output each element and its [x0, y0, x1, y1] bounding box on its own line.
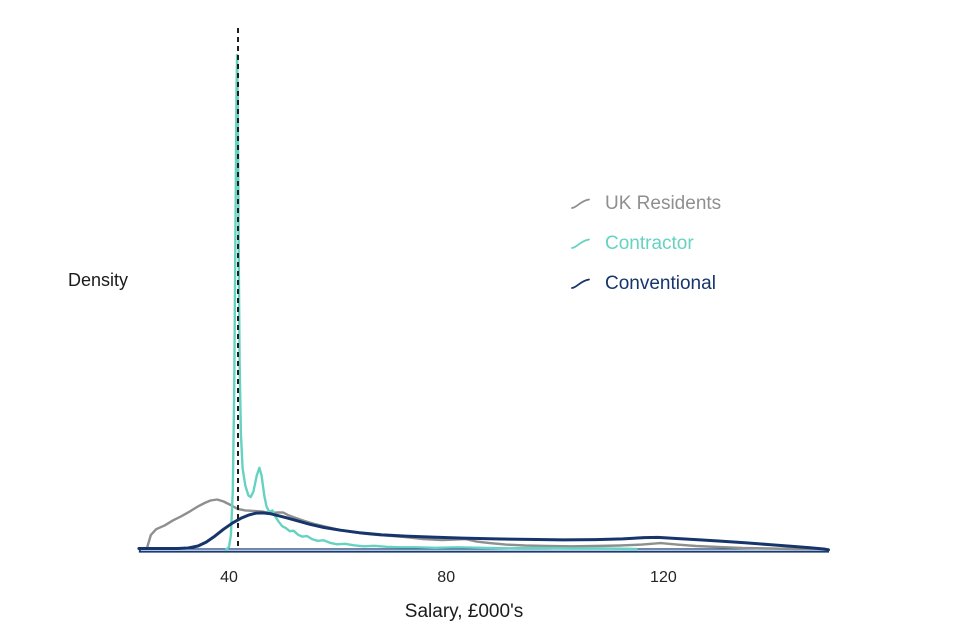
legend-item-contractor: Contractor — [570, 224, 721, 264]
legend: UK Residents Contractor Conventional — [570, 184, 721, 304]
series-conventional-curve — [137, 511, 830, 552]
legend-curve-marker-icon — [571, 278, 590, 289]
legend-item-conventional: Conventional — [570, 264, 721, 304]
legend-item-label: Conventional — [605, 273, 716, 294]
legend-curve-marker-icon — [571, 238, 590, 249]
x-tick-80: 80 — [437, 569, 456, 586]
legend-curve-marker-icon — [571, 198, 590, 209]
x-tick-120: 120 — [650, 569, 677, 586]
x-tick-40: 40 — [220, 569, 238, 586]
y-axis-label: Density — [68, 270, 129, 290]
legend-item-uk-residents: UK Residents — [570, 184, 721, 224]
legend-item-label: Contractor — [605, 233, 694, 254]
legend-item-label: UK Residents — [605, 193, 722, 214]
x-axis-label: Salary, £000's — [404, 601, 524, 622]
